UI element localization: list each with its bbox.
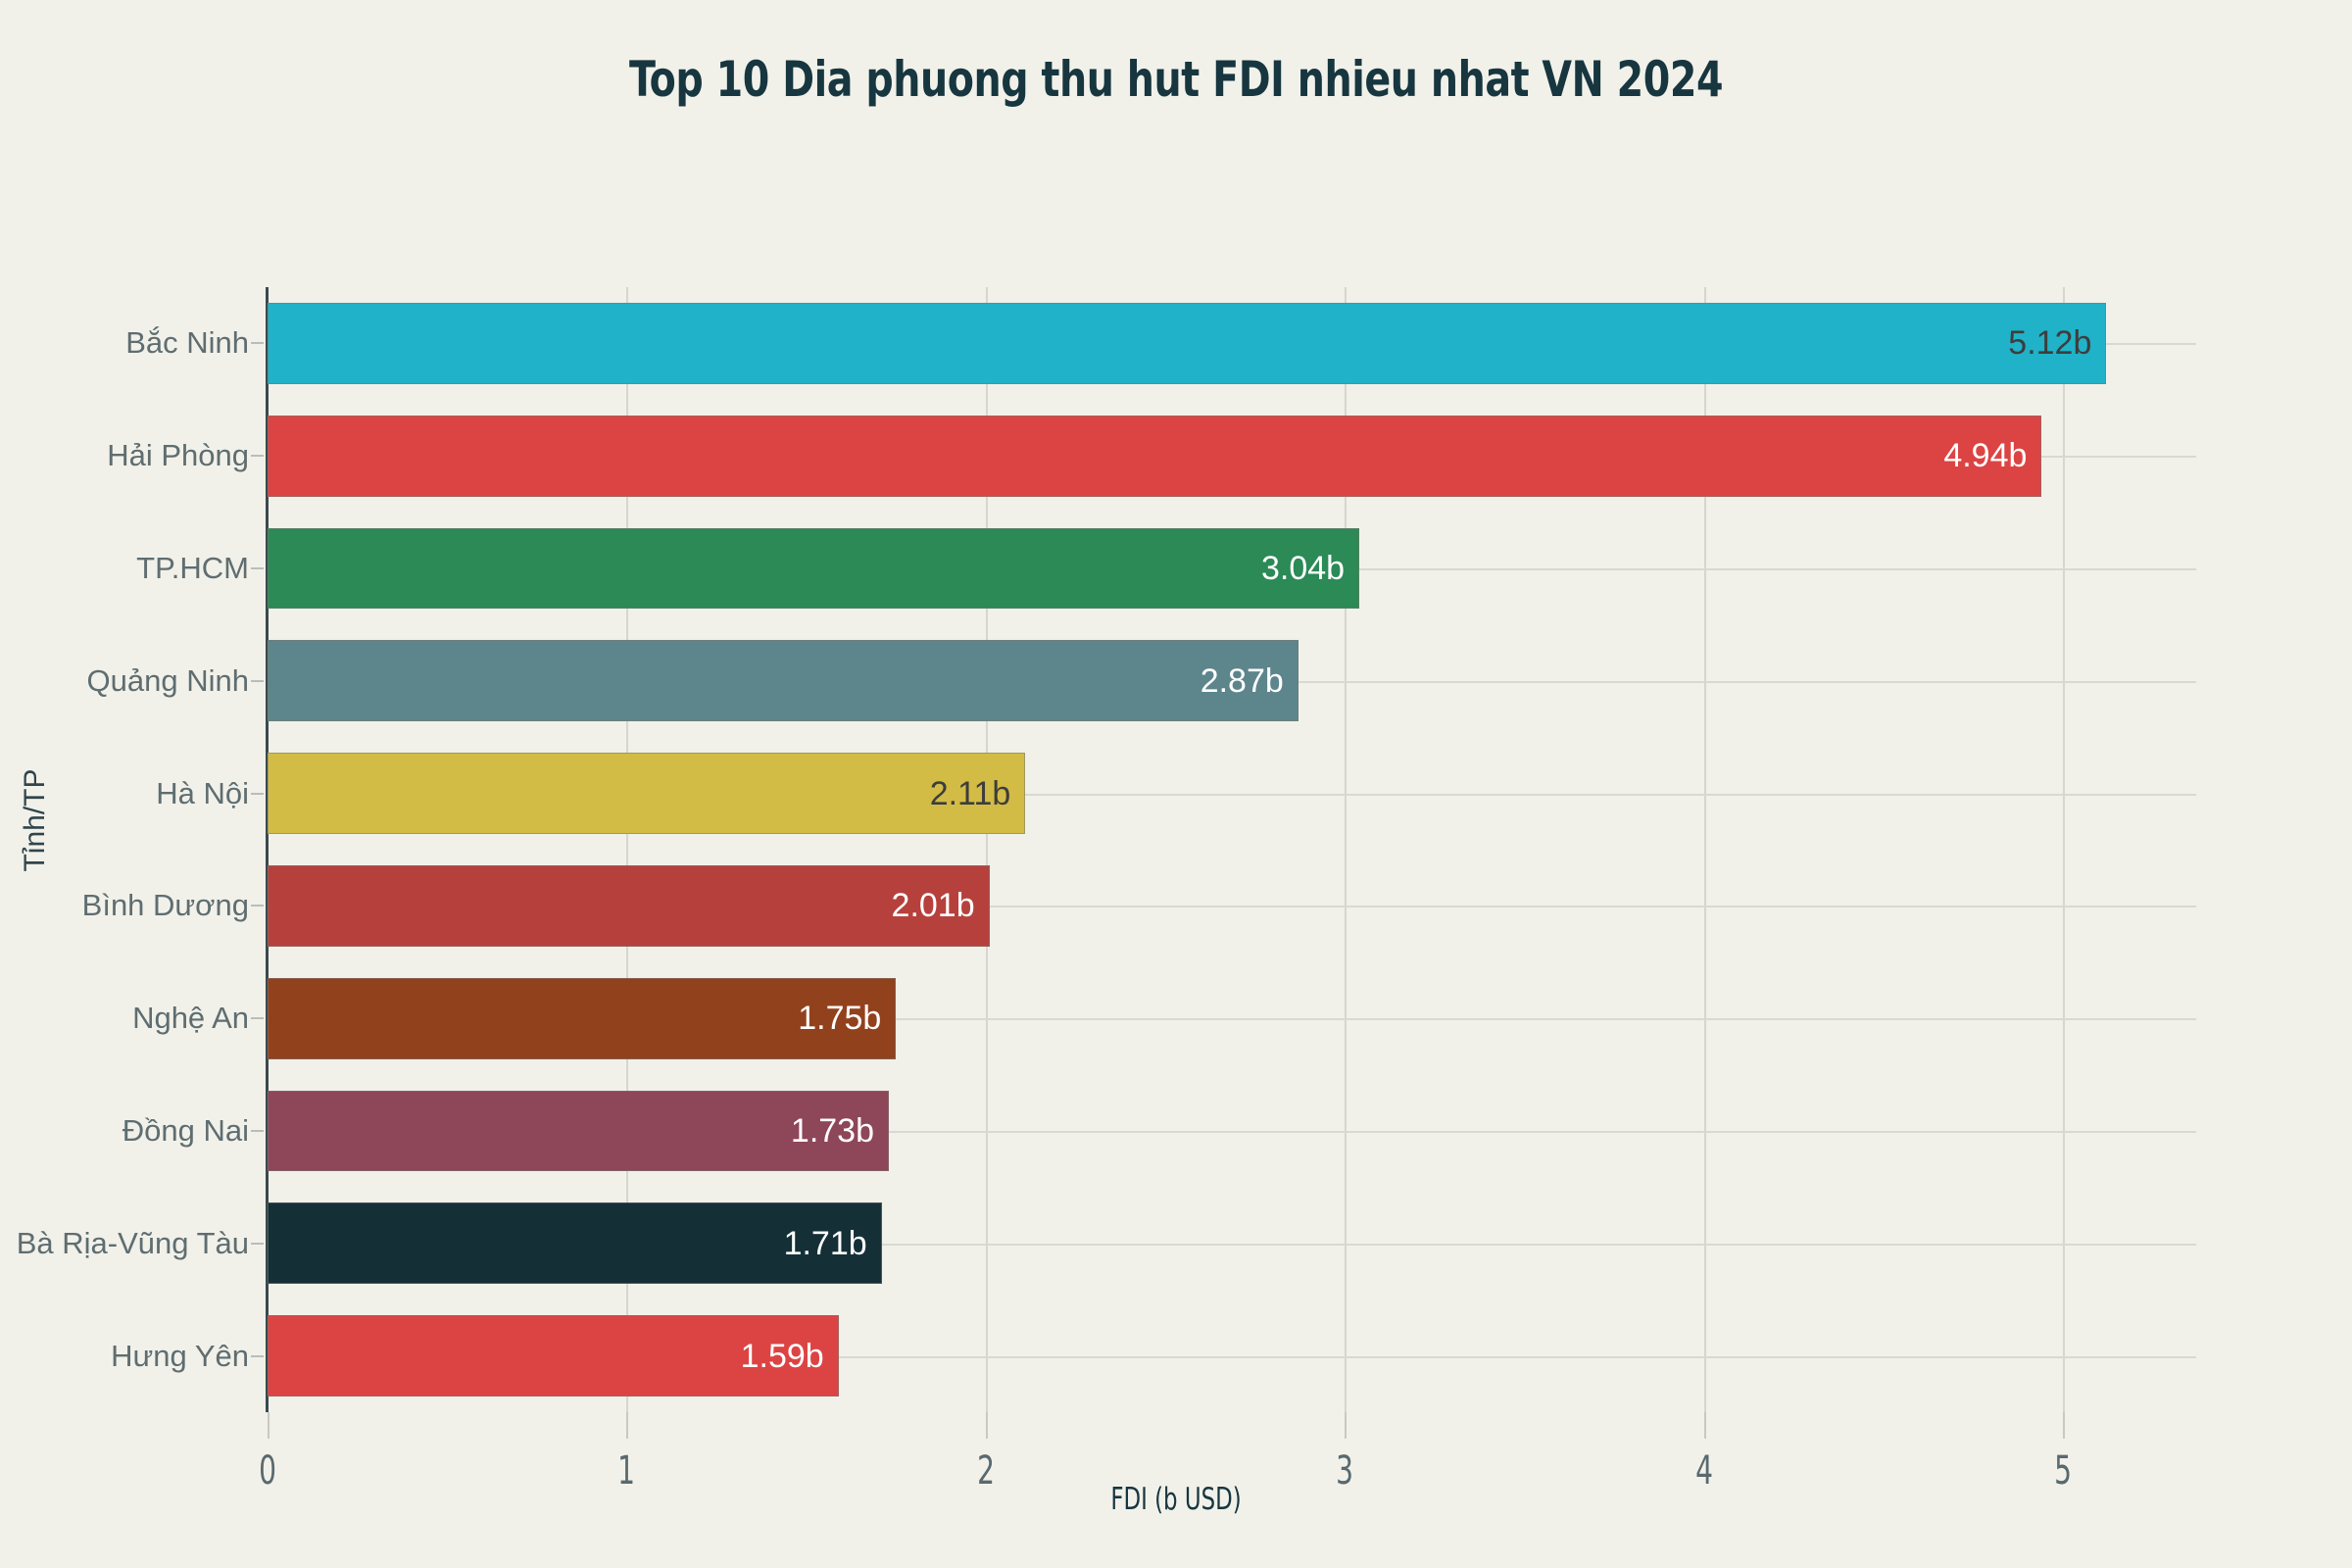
vertical-gridline [985,287,988,1412]
x-axis-tick-label: 1 [617,1448,636,1494]
horizontal-gridline [268,1355,2196,1358]
bar-value-label: 2.87b [1200,662,1284,700]
y-axis-tick-label: Nghệ An [132,1001,249,1036]
bar-value-label: 2.11b [929,774,1011,812]
horizontal-gridline [268,1018,2196,1021]
x-axis-tick-label: 4 [1694,1448,1713,1494]
y-axis-tick-label: Bà Rịa-Vũng Tàu [16,1225,249,1260]
x-axis-tick-mark [1345,1412,1348,1439]
y-axis-tick-mark [251,1354,264,1357]
y-axis-tick-mark [251,1242,264,1245]
vertical-gridline [626,287,629,1412]
y-axis-label: Tỉnh/TP [19,768,51,872]
y-axis-tick-mark [251,792,264,795]
y-axis-tick-mark [251,567,264,569]
bar[interactable]: 2.01b [268,865,990,947]
y-axis-tick-mark [251,342,264,345]
y-axis-tick-label: TP.HCM [136,551,249,585]
x-axis-tick-label: 0 [259,1448,276,1494]
bar[interactable]: 2.11b [268,753,1026,834]
bar[interactable]: 1.75b [268,977,897,1059]
vertical-gridline [1703,287,1706,1412]
bar-value-label: 4.94b [1943,437,2028,475]
plot-area: 5.12b 4.94b 3.04b 2.87b 2.11b 2.01b 1.75b 1.73b… [268,287,2196,1412]
horizontal-gridline [268,906,2196,908]
x-axis-tick-mark [1703,1412,1706,1439]
bar-value-label: 2.01b [891,887,975,925]
bar-value-label: 1.75b [798,1000,882,1038]
x-axis-tick-label: 3 [1336,1448,1354,1494]
horizontal-gridline [268,1243,2196,1246]
x-axis-tick-label: 5 [2054,1448,2073,1494]
vertical-gridline [2063,287,2066,1412]
horizontal-gridline [268,1131,2196,1133]
y-axis-tick-label: Hưng Yên [111,1338,249,1373]
y-axis-tick-mark [251,1130,264,1132]
bar-value-label: 5.12b [2008,324,2092,363]
vertical-gridline [1345,287,1348,1412]
bar[interactable]: 4.94b [268,415,2042,497]
bar[interactable]: 3.04b [268,527,1360,610]
y-axis-tick-mark [251,679,264,682]
y-axis-tick-mark [251,905,264,907]
bar[interactable]: 5.12b [268,303,2107,384]
bar-value-label: 3.04b [1261,549,1346,587]
x-axis-tick-label: 2 [977,1448,995,1494]
x-axis-label: FDI (b USD) [1110,1482,1242,1517]
y-axis-tick-label: Đồng Nai [122,1113,249,1148]
bar-value-label: 1.71b [783,1224,867,1262]
bar-value-label: 1.73b [790,1111,874,1150]
x-axis-tick-mark [626,1412,629,1439]
x-axis-tick-mark [985,1412,988,1439]
y-axis-tick-label: Hà Nội [156,775,249,810]
bar[interactable]: 1.59b [268,1315,839,1396]
bar[interactable]: 1.73b [268,1090,889,1172]
y-axis-tick-label: Hải Phòng [107,438,249,473]
horizontal-gridline [268,793,2196,796]
bar[interactable]: 1.71b [268,1202,882,1285]
bar-value-label: 1.59b [740,1337,824,1375]
y-axis-tick-mark [251,455,264,458]
y-axis-tick-label: Bình Dương [81,888,249,923]
chart-title: Top 10 Dia phuong thu hut FDI nhieu nhat… [628,51,1724,108]
bar[interactable]: 2.87b [268,640,1298,722]
y-axis-tick-mark [251,1017,264,1020]
y-axis-spine [266,287,269,1412]
y-axis-tick-label: Bắc Ninh [125,325,249,361]
x-axis-tick-mark [268,1412,270,1439]
y-axis-tick-label: Quảng Ninh [86,662,249,698]
x-axis-tick-mark [2063,1412,2066,1439]
